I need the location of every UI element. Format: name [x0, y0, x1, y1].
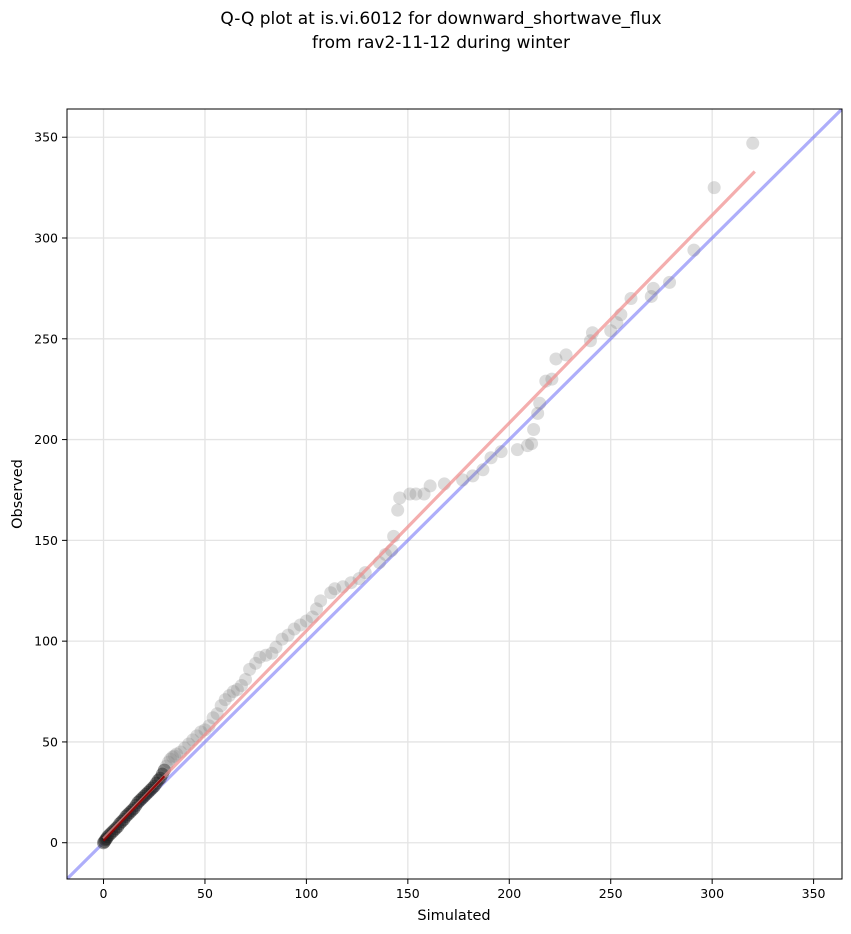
y-axis: 0 50 100 150 200 250 300 350 [34, 130, 67, 850]
data-point-dense [155, 767, 169, 781]
x-axis: 0 50 100 150 200 250 300 350 [100, 879, 826, 901]
x-tick-label: 300 [700, 886, 724, 901]
data-point [168, 749, 182, 763]
y-tick-label: 350 [34, 130, 58, 145]
data-point [239, 672, 253, 686]
data-point [533, 396, 547, 410]
plot-area-content [67, 109, 842, 879]
data-point [97, 836, 111, 850]
y-tick-label: 0 [50, 835, 58, 850]
grid-lines [67, 109, 842, 879]
data-point [234, 678, 248, 692]
data-point [243, 662, 257, 676]
data-point [253, 650, 267, 664]
data-point [98, 835, 112, 849]
plot-frame [66, 108, 843, 880]
data-point [423, 479, 437, 493]
data-point [155, 767, 169, 781]
data-point [344, 576, 358, 590]
data-point [521, 439, 535, 453]
data-point [218, 693, 232, 707]
x-tick-label: 150 [396, 886, 420, 901]
data-point [310, 602, 324, 616]
data-point [222, 689, 236, 703]
y-tick-label: 100 [34, 634, 58, 649]
y-tick-label: 50 [42, 734, 58, 749]
x-tick-label: 350 [802, 886, 826, 901]
data-point [324, 586, 338, 600]
data-point [409, 487, 423, 501]
data-point [281, 628, 295, 642]
x-tick-label: 50 [197, 886, 213, 901]
data-point [314, 594, 328, 608]
chart-subtitle: from rav2-11-12 during winter [312, 33, 570, 53]
x-tick-label: 0 [100, 886, 108, 901]
data-point [161, 755, 175, 769]
y-tick-label: 150 [34, 533, 58, 548]
data-point [214, 699, 228, 713]
data-point [644, 289, 658, 303]
data-point [293, 618, 307, 632]
data-point [165, 750, 179, 764]
data-point [328, 582, 342, 596]
x-axis-label: Simulated [417, 908, 490, 924]
chart-title: Q-Q plot at is.vi.6012 for downward_shor… [220, 9, 661, 29]
data-point [403, 487, 417, 501]
fit-line [102, 170, 756, 840]
data-point [265, 646, 279, 660]
data-point-dense [98, 835, 112, 849]
x-tick-label: 250 [599, 886, 623, 901]
data-point [663, 275, 677, 289]
data-point [707, 181, 721, 195]
data-point [494, 445, 508, 459]
data-point [476, 463, 490, 477]
data-point [391, 503, 405, 517]
y-tick-label: 250 [34, 331, 58, 346]
identity-reference-line [67, 109, 842, 879]
low-end-fit-segment [102, 775, 166, 842]
data-point [531, 406, 545, 420]
data-point [163, 752, 177, 766]
data-point [525, 437, 539, 451]
data-point [249, 656, 263, 670]
data-point-dense [97, 836, 111, 850]
data-point [226, 685, 240, 699]
data-point [746, 136, 760, 150]
data-point [549, 352, 563, 366]
data-point [466, 469, 480, 483]
y-tick-label: 200 [34, 432, 58, 447]
y-tick-label: 300 [34, 231, 58, 246]
data-point [275, 632, 289, 646]
data-point [287, 622, 301, 636]
data-point [269, 640, 283, 654]
y-axis-label: Observed [10, 459, 26, 529]
data-point [484, 451, 498, 465]
data-point [559, 348, 573, 362]
data-point [259, 648, 273, 662]
data-point [170, 747, 184, 761]
data-point [610, 316, 624, 330]
x-tick-label: 100 [294, 886, 318, 901]
data-point [417, 487, 431, 501]
data-point [456, 473, 470, 487]
data-point [393, 491, 407, 505]
x-tick-label: 200 [497, 886, 521, 901]
data-point [687, 243, 701, 257]
data-point [646, 281, 660, 295]
data-point [604, 324, 618, 338]
data-point [299, 614, 313, 628]
data-point [527, 422, 541, 436]
data-point [510, 443, 524, 457]
data-point [230, 683, 244, 697]
